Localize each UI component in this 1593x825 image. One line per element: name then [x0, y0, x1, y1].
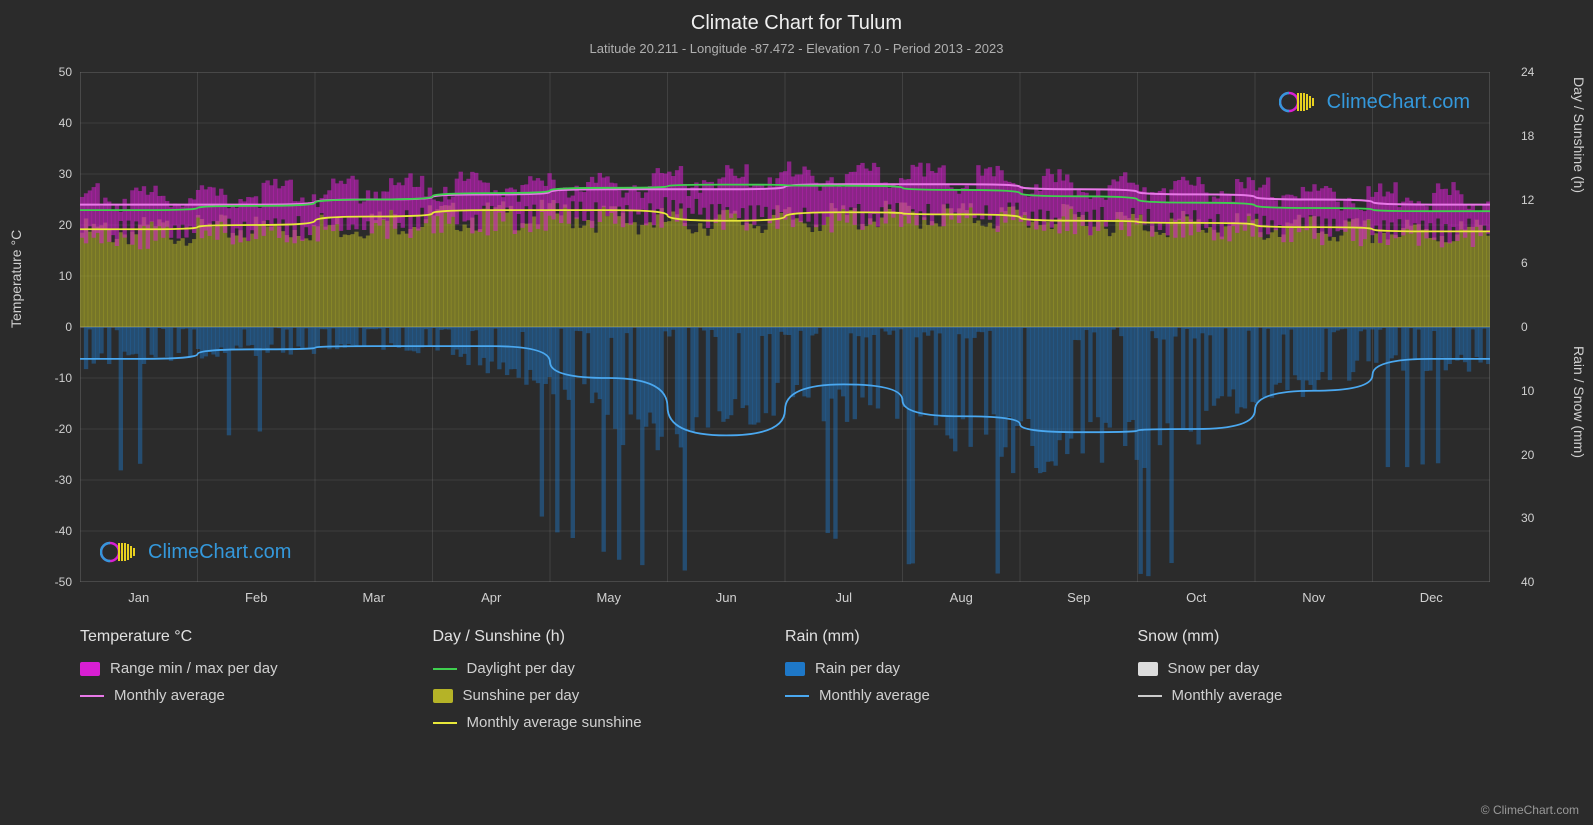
legend-label: Monthly average: [819, 687, 930, 704]
legend-column: Snow (mm) Snow per day Monthly average: [1138, 628, 1491, 741]
legend-label: Rain per day: [815, 660, 900, 677]
y-axis-left-label: Temperature °C: [8, 230, 24, 328]
tick-left: 10: [48, 269, 72, 283]
legend-item: Monthly average sunshine: [433, 714, 786, 731]
month-label: Aug: [950, 590, 973, 605]
month-label: Mar: [363, 590, 385, 605]
watermark-bottom: ClimeChart.com: [100, 538, 291, 566]
y-axis-right-bottom-label: Rain / Snow (mm): [1571, 346, 1587, 458]
legend-label: Snow per day: [1168, 660, 1260, 677]
tick-right-bot: 10: [1521, 384, 1545, 398]
legend-label: Monthly average: [1172, 687, 1283, 704]
legend-heading: Snow (mm): [1138, 628, 1491, 646]
tick-right-top: 18: [1521, 129, 1545, 143]
month-label: Oct: [1186, 590, 1206, 605]
legend-swatch-icon: [80, 662, 100, 676]
legend-label: Sunshine per day: [463, 687, 580, 704]
chart-title: Climate Chart for Tulum: [0, 0, 1593, 35]
watermark-text: ClimeChart.com: [148, 541, 291, 564]
month-label: Dec: [1420, 590, 1443, 605]
legend-label: Range min / max per day: [110, 660, 278, 677]
legend-column: Rain (mm) Rain per day Monthly average: [785, 628, 1138, 741]
legend-item: Range min / max per day: [80, 660, 433, 677]
copyright: © ClimeChart.com: [1481, 803, 1579, 817]
tick-right-top: 6: [1521, 256, 1545, 270]
legend: Temperature °C Range min / max per day Mon…: [80, 628, 1490, 741]
legend-heading: Rain (mm): [785, 628, 1138, 646]
month-label: Jun: [716, 590, 737, 605]
legend-label: Monthly average sunshine: [467, 714, 642, 731]
month-label: Apr: [481, 590, 501, 605]
month-label: Feb: [245, 590, 267, 605]
y-axis-right-top-label: Day / Sunshine (h): [1571, 77, 1587, 193]
tick-left: 20: [48, 218, 72, 232]
tick-left: -20: [48, 422, 72, 436]
legend-swatch-icon: [785, 662, 805, 676]
watermark-top: ClimeChart.com: [1279, 88, 1470, 116]
legend-heading: Temperature °C: [80, 628, 433, 646]
legend-item: Monthly average: [80, 687, 433, 704]
clime-logo-icon: [100, 538, 142, 566]
month-label: Sep: [1067, 590, 1090, 605]
legend-line-icon: [433, 722, 457, 724]
legend-item: Snow per day: [1138, 660, 1491, 677]
chart-subtitle: Latitude 20.211 - Longitude -87.472 - El…: [0, 35, 1593, 56]
legend-swatch-icon: [433, 689, 453, 703]
tick-right-bot: 30: [1521, 511, 1545, 525]
tick-left: -10: [48, 371, 72, 385]
watermark-text: ClimeChart.com: [1327, 91, 1470, 114]
legend-line-icon: [1138, 695, 1162, 697]
tick-left: -40: [48, 524, 72, 538]
legend-column: Temperature °C Range min / max per day Mon…: [80, 628, 433, 741]
legend-line-icon: [785, 695, 809, 697]
tick-right-bot: 40: [1521, 575, 1545, 589]
legend-item: Sunshine per day: [433, 687, 786, 704]
tick-right-top: 0: [1521, 320, 1545, 334]
month-label: Jan: [128, 590, 149, 605]
legend-item: Daylight per day: [433, 660, 786, 677]
clime-logo-icon: [1279, 88, 1321, 116]
tick-left: 30: [48, 167, 72, 181]
month-label: May: [596, 590, 621, 605]
tick-right-top: 12: [1521, 193, 1545, 207]
legend-label: Monthly average: [114, 687, 225, 704]
tick-left: -50: [48, 575, 72, 589]
legend-item: Monthly average: [785, 687, 1138, 704]
tick-right-bot: 20: [1521, 448, 1545, 462]
tick-left: 50: [48, 65, 72, 79]
legend-swatch-icon: [1138, 662, 1158, 676]
legend-line-icon: [80, 695, 104, 697]
legend-column: Day / Sunshine (h) Daylight per day Sunshi…: [433, 628, 786, 741]
month-label: Nov: [1302, 590, 1325, 605]
chart-svg: [80, 72, 1490, 582]
tick-right-top: 24: [1521, 65, 1545, 79]
legend-label: Daylight per day: [467, 660, 575, 677]
month-label: Jul: [835, 590, 852, 605]
tick-left: -30: [48, 473, 72, 487]
legend-heading: Day / Sunshine (h): [433, 628, 786, 646]
tick-left: 40: [48, 116, 72, 130]
legend-item: Monthly average: [1138, 687, 1491, 704]
legend-line-icon: [433, 668, 457, 670]
tick-left: 0: [48, 320, 72, 334]
legend-item: Rain per day: [785, 660, 1138, 677]
chart-plot-area: ClimeChart.com ClimeChart.com: [80, 72, 1490, 582]
